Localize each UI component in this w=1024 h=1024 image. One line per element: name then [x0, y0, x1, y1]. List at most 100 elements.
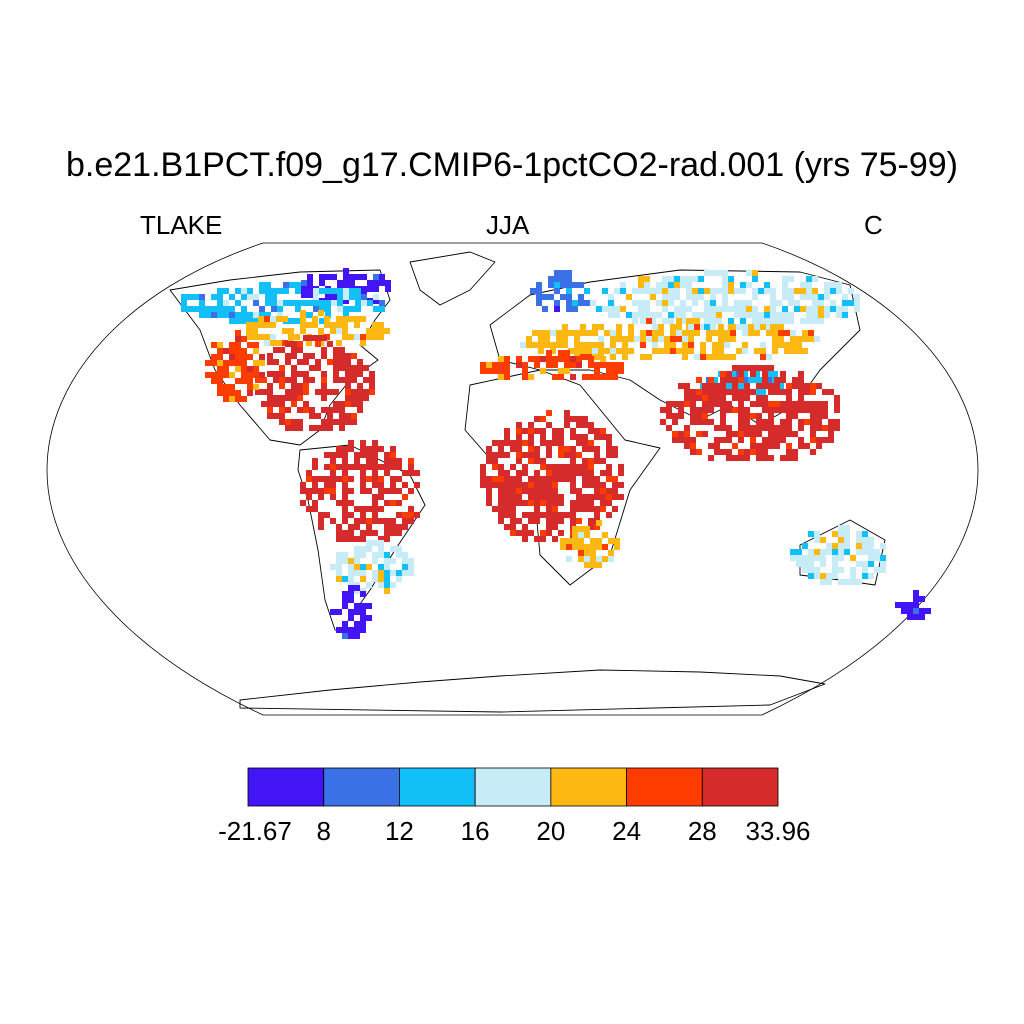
map-cell — [744, 413, 750, 419]
map-cell — [746, 282, 752, 288]
map-cell — [276, 340, 282, 346]
map-cell — [273, 413, 279, 419]
map-cell — [672, 431, 678, 437]
map-cell — [252, 322, 258, 328]
map-cell — [564, 452, 570, 458]
map-cell — [307, 274, 313, 280]
map-cell — [774, 425, 780, 431]
map-cell — [247, 366, 253, 372]
map-cell — [844, 525, 850, 531]
map-cell — [303, 407, 309, 413]
map-cell — [279, 347, 285, 353]
map-cell — [768, 365, 774, 371]
map-cell — [348, 446, 354, 452]
map-cell — [606, 494, 612, 500]
map-cell — [342, 464, 348, 470]
map-cell — [291, 371, 297, 377]
map-cell — [390, 524, 396, 530]
map-cell — [309, 353, 315, 359]
map-cell — [252, 328, 258, 334]
map-cell — [632, 318, 638, 324]
map-cell — [300, 482, 306, 488]
map-cell — [762, 395, 768, 401]
map-cell — [246, 328, 252, 334]
map-cell — [692, 294, 698, 300]
map-cell — [372, 476, 378, 482]
map-cell — [522, 452, 528, 458]
map-cell — [235, 312, 241, 318]
map-cell — [734, 312, 740, 318]
map-cell — [297, 425, 303, 431]
map-cell — [255, 389, 261, 395]
map-cell — [247, 390, 253, 396]
map-cell — [570, 356, 576, 362]
map-cell — [786, 431, 792, 437]
map-cell — [674, 282, 680, 288]
map-cell — [342, 512, 348, 518]
map-cell — [354, 609, 360, 615]
map-cell — [402, 552, 408, 558]
map-cell — [606, 464, 612, 470]
map-cell — [768, 383, 774, 389]
map-cell — [333, 407, 339, 413]
map-cell — [798, 401, 804, 407]
map-cell — [366, 488, 372, 494]
map-cell — [516, 362, 522, 368]
map-cell — [229, 348, 235, 354]
map-cell — [337, 280, 343, 286]
map-cell — [674, 288, 680, 294]
map-cell — [345, 377, 351, 383]
map-cell — [822, 401, 828, 407]
map-cell — [373, 286, 379, 292]
map-cell — [267, 353, 273, 359]
map-cell — [666, 413, 672, 419]
map-cell — [718, 342, 724, 348]
map-cell — [333, 389, 339, 395]
map-cell — [504, 368, 510, 374]
map-cell — [217, 306, 223, 312]
map-cell — [838, 543, 844, 549]
map-cell — [516, 494, 522, 500]
map-cell — [676, 330, 682, 336]
map-cell — [315, 335, 321, 341]
map-cell — [907, 614, 913, 620]
map-cell — [492, 452, 498, 458]
map-cell — [913, 590, 919, 596]
map-cell — [810, 407, 816, 413]
map-cell — [337, 288, 343, 294]
map-cell — [696, 395, 702, 401]
map-cell — [588, 476, 594, 482]
map-cell — [678, 383, 684, 389]
map-cell — [498, 440, 504, 446]
map-cell — [498, 500, 504, 506]
map-cell — [235, 342, 241, 348]
map-cell — [588, 422, 594, 428]
map-cell — [756, 413, 762, 419]
map-cell — [550, 348, 556, 354]
map-cell — [217, 378, 223, 384]
map-cell — [492, 482, 498, 488]
map-cell — [782, 288, 788, 294]
map-cell — [552, 482, 558, 488]
map-cell — [570, 416, 576, 422]
map-cell — [744, 449, 750, 455]
map-cell — [678, 437, 684, 443]
map-cell — [824, 294, 830, 300]
map-cell — [330, 564, 336, 570]
map-cell — [668, 276, 674, 282]
map-cell — [402, 470, 408, 476]
map-cell — [786, 449, 792, 455]
map-cell — [264, 316, 270, 322]
region-central-eurasia — [520, 318, 820, 360]
map-cell — [285, 377, 291, 383]
map-cell — [564, 470, 570, 476]
map-cell — [378, 446, 384, 452]
map-cell — [235, 360, 241, 366]
map-cell — [662, 288, 668, 294]
map-cell — [570, 512, 576, 518]
map-cell — [373, 274, 379, 280]
map-cell — [253, 342, 259, 348]
map-cell — [324, 512, 330, 518]
map-cell — [602, 544, 608, 550]
map-cell — [558, 476, 564, 482]
